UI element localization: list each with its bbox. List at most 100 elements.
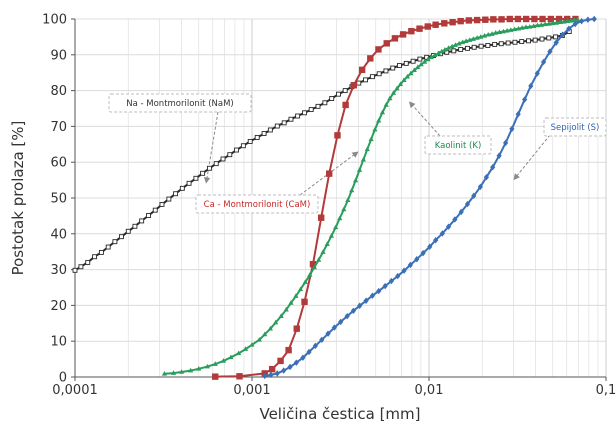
data-point — [125, 228, 131, 234]
y-tick-label: 40 — [50, 227, 67, 242]
data-point — [531, 15, 538, 23]
data-point — [315, 103, 321, 109]
series-na-montmorilonit-nam — [72, 29, 572, 273]
data-point — [356, 167, 363, 172]
y-tick-label: 90 — [50, 48, 67, 63]
data-point — [408, 70, 414, 76]
annotation-box-border — [424, 135, 492, 155]
data-point — [515, 111, 521, 118]
data-point — [528, 82, 534, 90]
data-point — [572, 20, 578, 28]
data-point — [457, 17, 464, 25]
data-point — [268, 365, 276, 373]
data-point — [435, 50, 441, 56]
data-point — [360, 156, 367, 162]
data-point — [490, 16, 497, 23]
data-point — [139, 218, 145, 224]
data-point — [550, 20, 556, 26]
data-point — [308, 107, 314, 113]
data-point — [328, 233, 335, 238]
data-point — [428, 54, 434, 60]
data-point — [547, 48, 553, 55]
data-point — [376, 117, 382, 123]
axes: 0 10 20 30 40 50 60 70 80 90 100 0,0001 0,001 0,01 0,1 — [42, 13, 616, 399]
data-point — [301, 298, 308, 306]
data-point — [331, 324, 337, 331]
data-point — [293, 325, 300, 332]
data-series — [72, 15, 597, 380]
data-point — [236, 373, 243, 380]
data-point — [397, 81, 404, 86]
data-point — [317, 214, 325, 221]
data-point — [464, 200, 471, 208]
data-point — [420, 249, 426, 257]
data-point — [390, 90, 397, 95]
data-point — [166, 196, 172, 202]
data-point — [281, 120, 287, 126]
annotation-text: Ca - Montmorilonit (CaM) — [204, 200, 311, 210]
data-point — [490, 164, 496, 171]
data-point — [557, 19, 563, 25]
y-tick-label: 50 — [50, 192, 67, 207]
y-tick-label: 70 — [50, 120, 67, 135]
data-point — [356, 80, 362, 86]
data-point — [539, 15, 546, 23]
data-point — [353, 177, 359, 183]
data-point — [427, 243, 433, 250]
data-point — [553, 34, 559, 40]
data-point — [132, 223, 138, 229]
x-tick-label: 0,01 — [415, 383, 444, 398]
data-point — [262, 331, 268, 337]
annotation-arrowhead — [351, 151, 359, 158]
data-point — [227, 152, 233, 158]
data-point — [262, 372, 268, 380]
data-point — [342, 101, 349, 109]
data-point — [337, 215, 343, 221]
y-tick-label: 30 — [50, 263, 67, 278]
data-point — [492, 41, 498, 47]
data-point — [452, 42, 459, 47]
data-point — [293, 359, 299, 366]
data-point — [334, 132, 341, 139]
data-point — [578, 17, 585, 25]
data-point — [432, 52, 438, 57]
data-point — [319, 336, 325, 343]
annotation-arrow-line — [516, 134, 551, 176]
data-point — [504, 28, 510, 33]
data-point — [161, 370, 168, 376]
data-point — [342, 88, 348, 94]
data-point — [170, 370, 177, 375]
data-point — [411, 67, 417, 72]
data-point — [539, 36, 545, 42]
data-point — [326, 170, 333, 177]
data-point — [274, 123, 280, 129]
data-point — [186, 180, 192, 186]
data-point — [249, 341, 255, 347]
series-kaolinit-k — [161, 16, 581, 376]
data-point — [92, 254, 98, 260]
data-point — [338, 318, 344, 326]
data-point — [591, 15, 597, 23]
data-point — [261, 131, 267, 137]
data-point — [500, 28, 506, 34]
data-point — [228, 354, 234, 360]
data-point — [496, 29, 503, 35]
data-point — [399, 31, 407, 38]
data-point — [283, 306, 289, 312]
data-point — [254, 135, 260, 140]
data-point — [458, 46, 464, 52]
annotation-arrowhead — [513, 173, 520, 181]
annotation-text: Kaolinit (K) — [435, 141, 482, 151]
data-point — [523, 24, 529, 30]
data-point — [159, 201, 165, 207]
data-point — [112, 239, 118, 245]
data-point — [506, 15, 513, 23]
data-point — [341, 206, 347, 212]
data-point — [193, 175, 199, 181]
data-point — [98, 249, 104, 255]
data-point — [408, 27, 415, 35]
data-point — [281, 367, 287, 374]
data-point — [357, 302, 363, 309]
data-point — [302, 110, 307, 116]
